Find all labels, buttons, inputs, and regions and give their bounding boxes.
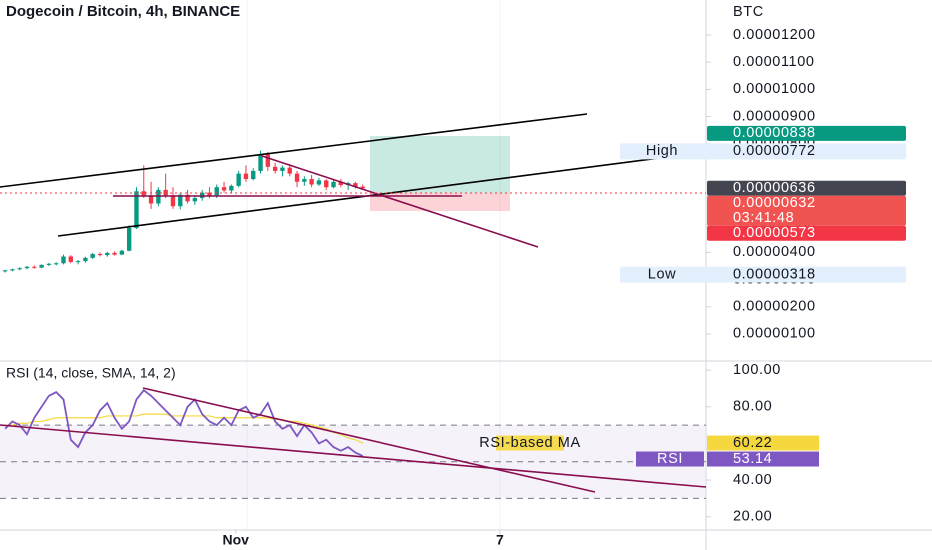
candle-body bbox=[105, 252, 110, 256]
candle-body bbox=[353, 183, 358, 187]
y-tick-label: 100.00 bbox=[733, 362, 781, 378]
trend-line bbox=[261, 155, 539, 248]
y-tick-label: 0.00001200 bbox=[733, 27, 816, 43]
candle-body bbox=[229, 185, 234, 191]
legend-tag bbox=[496, 435, 564, 451]
price-tag-label: 0.00000573 bbox=[733, 225, 816, 241]
candle-body bbox=[302, 179, 307, 182]
candle-body bbox=[68, 256, 73, 262]
value-tag bbox=[707, 451, 819, 467]
y-tick-label: 20.00 bbox=[733, 509, 772, 525]
y-tick-label: 80.00 bbox=[733, 399, 772, 415]
candle-body bbox=[360, 186, 365, 189]
candle-body bbox=[24, 266, 30, 269]
rsi-trend-line bbox=[0, 424, 707, 488]
x-tick-label: 7 bbox=[496, 532, 504, 548]
candle-body bbox=[119, 250, 125, 255]
y-tick-label: 0.00000400 bbox=[733, 244, 816, 260]
candle-body bbox=[192, 198, 198, 202]
candle-body bbox=[185, 194, 190, 202]
rsi-line bbox=[4, 389, 364, 457]
candle-body bbox=[258, 154, 263, 171]
candle-body bbox=[272, 166, 278, 171]
x-tick-label: Nov bbox=[223, 532, 250, 548]
candle-body bbox=[75, 261, 81, 263]
level-name: Low bbox=[648, 267, 676, 283]
candle-body bbox=[126, 227, 132, 251]
candle-body bbox=[83, 257, 88, 262]
candle-body bbox=[287, 167, 292, 174]
candle-body bbox=[17, 268, 22, 270]
channel-line bbox=[57, 157, 661, 237]
candle-body bbox=[10, 269, 15, 271]
level-tag-bg bbox=[620, 143, 906, 160]
candle-body bbox=[112, 252, 117, 255]
level-value: 0.00000772 bbox=[733, 143, 816, 159]
candle-body bbox=[54, 263, 59, 265]
level-name: High bbox=[646, 143, 678, 159]
legend-name: RSI bbox=[657, 451, 683, 467]
y-tick-label: 0.00001100 bbox=[733, 54, 815, 70]
value-tag-label: 60.22 bbox=[733, 435, 772, 451]
y-tick-label: 0.00000900 bbox=[733, 108, 816, 124]
candle-body bbox=[324, 180, 329, 188]
price-tag bbox=[707, 195, 906, 226]
level-tag-bg bbox=[620, 266, 906, 283]
candle-body bbox=[178, 194, 183, 207]
price-tag bbox=[707, 225, 906, 241]
price-tag-label: 0.00000636 bbox=[733, 180, 816, 196]
candle-body bbox=[331, 181, 336, 188]
y-tick-label: 0.00000200 bbox=[733, 299, 816, 315]
axis-unit: BTC bbox=[733, 4, 764, 20]
candle-body bbox=[46, 263, 52, 265]
stop-zone bbox=[370, 193, 510, 211]
rsi-trend-line bbox=[142, 387, 596, 493]
candle-body bbox=[294, 173, 300, 182]
candle-body bbox=[280, 167, 285, 171]
candle-body bbox=[236, 173, 241, 186]
y-tick-label: 0.00001000 bbox=[733, 81, 816, 97]
candle-body bbox=[309, 179, 314, 185]
candle-body bbox=[61, 256, 66, 264]
candle-body bbox=[214, 187, 219, 196]
candle-body bbox=[170, 195, 176, 207]
candle-body bbox=[316, 180, 322, 185]
target-zone bbox=[370, 136, 510, 193]
value-tag-label: 53.14 bbox=[733, 451, 772, 467]
candle-body bbox=[90, 254, 95, 258]
candle-body bbox=[243, 173, 249, 180]
price-tag-label: 0.00000838 bbox=[733, 125, 816, 141]
chart-title: Dogecoin / Bitcoin, 4h, BINANCE bbox=[6, 3, 240, 20]
legend-tag bbox=[636, 451, 704, 467]
countdown: 03:41:48 bbox=[733, 210, 794, 226]
price-tag bbox=[707, 125, 906, 141]
candle-body bbox=[338, 181, 344, 186]
drawings bbox=[0, 113, 707, 493]
candle-body bbox=[265, 154, 271, 167]
price-tag-label: 0.00000632 bbox=[733, 195, 816, 211]
candle-body bbox=[221, 187, 227, 191]
legend-name: RSI-based MA bbox=[479, 435, 581, 451]
rsi-title: RSI (14, close, SMA, 14, 2) bbox=[6, 365, 176, 381]
y-tick-label: 40.00 bbox=[733, 472, 772, 488]
candle-body bbox=[148, 195, 154, 204]
candle-body bbox=[207, 192, 212, 196]
channel-line bbox=[0, 113, 588, 188]
candle-body bbox=[97, 254, 103, 256]
level-value: 0.00000318 bbox=[733, 267, 816, 283]
price-tag bbox=[707, 180, 906, 196]
candle-body bbox=[32, 266, 37, 268]
candle-body bbox=[2, 270, 8, 272]
candle-body bbox=[141, 191, 146, 196]
candle-body bbox=[39, 264, 44, 268]
y-tick-label: 0.00000100 bbox=[733, 326, 816, 342]
candle-body bbox=[134, 191, 139, 228]
candle-body bbox=[251, 170, 256, 180]
value-tag bbox=[707, 435, 819, 451]
